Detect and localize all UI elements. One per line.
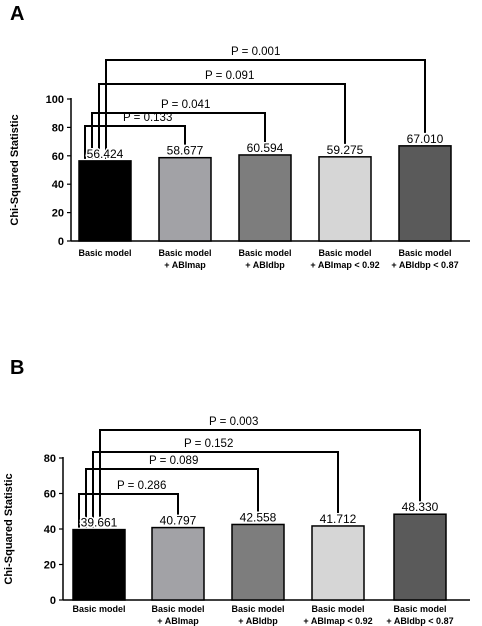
x-tick-label: + ABIdbp — [245, 260, 285, 270]
bar — [238, 154, 292, 242]
y-axis-title: Chi-Squared Statistic — [9, 114, 21, 225]
bar-value-label: 59.275 — [327, 143, 364, 157]
y-tick-label: 80 — [52, 122, 64, 134]
bar-value-label: 41.712 — [320, 512, 357, 526]
bar-value-label: 58.677 — [167, 144, 204, 158]
comparison-bracket — [78, 493, 179, 528]
y-tick-label: 40 — [44, 524, 56, 536]
y-tick-label: 20 — [44, 560, 56, 572]
comparison-bracket — [99, 429, 421, 528]
bar-value-label: 39.661 — [81, 516, 118, 530]
x-tick-label: Basic model — [393, 604, 446, 614]
comparison-bracket — [92, 451, 339, 528]
comparison-p-value: P = 0.133 — [123, 112, 172, 124]
comparison-bracket — [84, 125, 186, 159]
comparison-bracket — [98, 83, 346, 159]
panel-label-a: A — [10, 3, 25, 25]
y-tick-label: 40 — [52, 179, 64, 191]
bar — [393, 513, 447, 601]
x-tick-label: Basic model — [72, 604, 125, 614]
x-tick-label: + ABImap < 0.92 — [303, 616, 372, 626]
comparison-bracket — [105, 59, 426, 159]
bar-value-label: 40.797 — [160, 514, 197, 528]
bar — [72, 528, 126, 601]
y-tick-label: 60 — [52, 151, 64, 163]
comparison-p-value: P = 0.041 — [161, 99, 210, 111]
bar-value-label: 60.594 — [247, 141, 284, 155]
x-tick-label: Basic model — [158, 248, 211, 258]
x-tick-label: Basic model — [78, 248, 131, 258]
comparison-bracket — [91, 112, 266, 159]
x-tick-label: + ABIdbp < 0.87 — [391, 260, 458, 270]
bar-value-label: 67.010 — [407, 132, 444, 146]
y-axis-title: Chi-Squared Statistic — [3, 473, 15, 584]
y-tick-label: 0 — [50, 595, 56, 607]
bar — [151, 526, 205, 601]
y-tick-label: 0 — [58, 236, 64, 248]
bar — [231, 523, 285, 601]
bar-value-label: 42.558 — [240, 510, 277, 524]
bar-value-label: 56.424 — [87, 147, 124, 161]
comparison-bracket — [85, 468, 259, 528]
x-tick-label: Basic model — [311, 604, 364, 614]
x-tick-label: Basic model — [151, 604, 204, 614]
bar — [311, 525, 365, 601]
x-tick-label: + ABIdbp — [238, 616, 278, 626]
comparison-p-value: P = 0.003 — [209, 416, 258, 428]
y-tick-label: 100 — [46, 94, 64, 106]
bar — [398, 145, 452, 242]
bar — [78, 160, 132, 242]
bar-value-label: 48.330 — [402, 500, 439, 514]
comparison-p-value: P = 0.089 — [149, 455, 198, 467]
x-tick-label: Basic model — [398, 248, 451, 258]
bar — [318, 156, 372, 242]
x-tick-label: Basic model — [238, 248, 291, 258]
panel-label-b: B — [10, 357, 25, 379]
comparison-p-value: P = 0.001 — [231, 46, 280, 58]
x-tick-label: + ABImap — [157, 616, 199, 626]
x-tick-label: + ABImap < 0.92 — [310, 260, 379, 270]
x-tick-label: Basic model — [231, 604, 284, 614]
x-tick-label: + ABIdbp < 0.87 — [386, 616, 453, 626]
comparison-p-value: P = 0.091 — [205, 70, 254, 82]
x-tick-label: + ABImap — [164, 260, 206, 270]
comparison-p-value: P = 0.286 — [117, 480, 166, 492]
y-tick-label: 20 — [52, 208, 64, 220]
x-tick-label: Basic model — [318, 248, 371, 258]
y-tick-label: 60 — [44, 489, 56, 501]
comparison-p-value: P = 0.152 — [184, 438, 233, 450]
y-tick-label: 80 — [44, 453, 56, 465]
bar — [158, 156, 212, 242]
